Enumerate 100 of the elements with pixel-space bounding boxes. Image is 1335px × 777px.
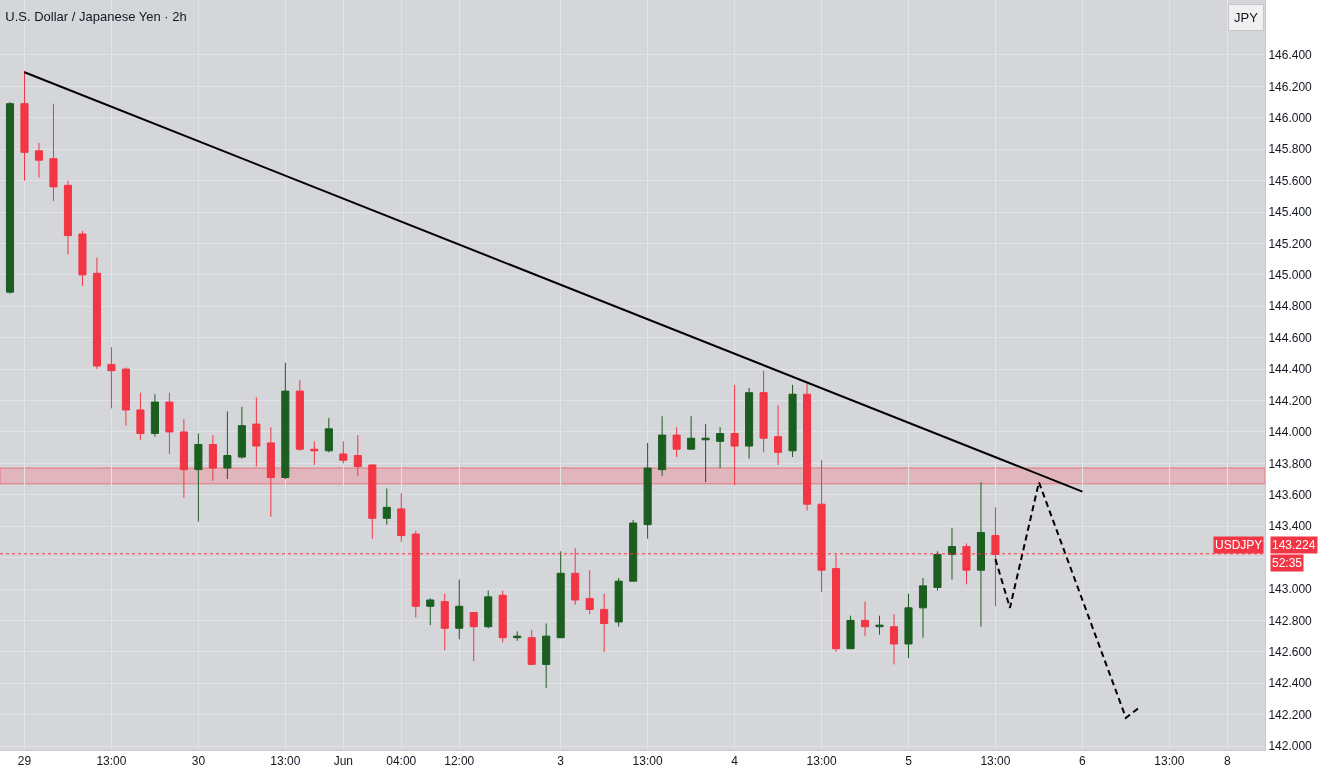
x-tick-label: 8 [1223,754,1231,769]
ref-line-label: 143.224 [1272,538,1316,552]
candlestick [672,426,681,458]
y-tick-label: 146.400 [1268,48,1313,63]
candlestick [455,579,464,640]
candlestick [310,440,319,466]
candlestick [513,630,522,642]
candlestick [889,613,899,665]
y-tick-label: 142.400 [1268,676,1313,691]
y-tick-label: 145.800 [1268,142,1313,157]
candlestick [600,593,609,653]
x-tick-label: 04:00 [386,754,417,769]
candlestick [426,597,435,626]
x-tick-label: 13:00 [270,754,301,769]
y-tick-label: 142.800 [1268,613,1313,628]
x-tick-label: Jun [333,754,353,769]
candlestick [585,569,594,615]
y-tick-label: 142.000 [1268,739,1313,754]
candlestick [556,550,565,639]
y-tick-label: 144.600 [1268,330,1313,345]
y-tick-label: 143.400 [1268,519,1313,534]
candlestick [643,442,652,540]
y-tick-label: 142.600 [1268,645,1313,660]
y-tick-label: 143.800 [1268,456,1313,471]
y-tick-label: 144.000 [1268,425,1313,440]
candlestick [63,180,73,255]
candlestick [281,362,290,480]
candlestick [701,423,710,483]
y-tick-label: 143.600 [1268,487,1313,502]
candlestick [614,577,623,628]
y-tick-label: 145.000 [1268,268,1313,283]
candlestick [252,396,261,467]
candlestick [92,257,101,370]
candlestick [803,382,812,511]
y-tick-label: 146.000 [1268,111,1313,125]
candlestick [165,392,174,455]
candlestick [629,519,638,582]
candlestick [918,577,928,639]
candlestick [469,612,478,662]
y-tick-label: 143.000 [1268,582,1313,597]
candlestick [846,615,855,650]
candlestick [339,440,348,464]
candlestick [933,550,942,592]
candlestick [397,492,406,543]
candlestick [179,418,188,499]
candlestick [687,415,696,450]
x-tick-label: 13:00 [96,754,127,769]
y-tick-label: 145.200 [1268,236,1313,251]
x-tick-label: 13:00 [1154,754,1185,769]
candlestick [78,230,87,287]
candlestick [121,367,130,427]
x-tick-label: 12:00 [444,754,475,769]
x-tick-label: 29 [17,754,32,769]
annotation: USDJPY [1215,538,1263,552]
x-tick-label: 30 [191,754,206,769]
x-tick-label: 13:00 [632,754,663,769]
text: 52:35 [1272,556,1303,570]
y-tick-label: 142.200 [1268,707,1313,722]
candlestick [49,103,58,202]
candlestick [904,593,913,659]
y-tick-label: 146.200 [1268,79,1313,94]
candlestick [136,392,145,441]
candlestick [527,629,536,665]
y-tick-label: 144.800 [1268,299,1313,314]
candlestick [150,393,159,438]
text: U.S. Dollar / Japanese Yen · 2h [5,8,187,24]
x-tick-label: 13:00 [806,754,837,769]
candlestick [788,384,797,458]
candlestick [440,593,449,651]
candlestick [658,415,667,477]
candlestick [382,487,391,526]
annotation: JPY [1234,10,1259,25]
candlestick [860,601,870,637]
candlestick [875,615,884,636]
candlestick [498,590,507,643]
candlestick [976,481,986,628]
candlestick [353,434,362,477]
x-tick-label: 3 [557,754,565,769]
candlestick [208,434,217,482]
y-tick-label: 145.400 [1268,205,1313,220]
candlestick [107,346,116,409]
candlestick [368,464,377,540]
x-tick-label: 13:00 [980,754,1011,769]
candlestick [237,406,246,460]
candlestick [20,70,29,182]
candlestick [324,417,333,453]
candlestick [745,387,754,460]
candlestick [759,370,768,453]
y-tick-label: 144.400 [1268,362,1313,377]
candlestick [194,433,203,522]
y-tick-label: 145.600 [1268,173,1313,188]
candlestick [542,623,551,689]
x-tick-label: 5 [905,754,913,769]
y-tick-label: 144.200 [1268,393,1313,408]
candlestick [295,379,304,452]
x-tick-label: 6 [1079,754,1087,769]
candlestick [730,384,739,486]
candlestick [716,426,725,469]
candlestick [774,404,783,466]
candlestick [223,411,232,480]
